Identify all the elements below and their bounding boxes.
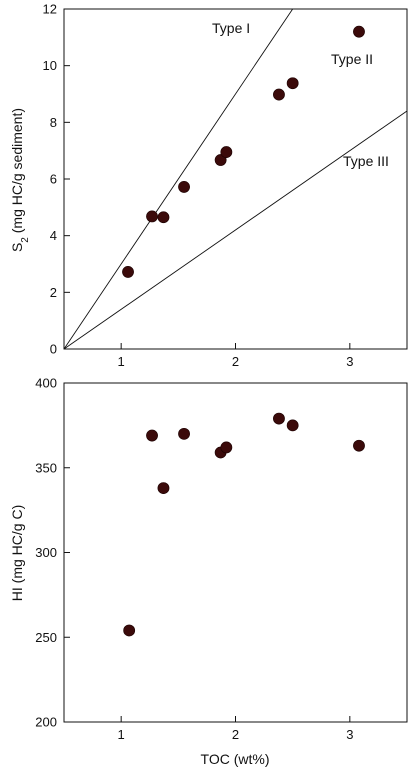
hi-x-ticks: 1 2 3 [118,716,353,742]
hi-data-point [273,412,285,425]
s2-x-ticks: 1 2 3 [118,343,353,369]
reference-line [63,8,294,350]
s2-y-tick-label: 6 [50,172,57,187]
type-ii-label: Type II [331,51,373,67]
s2-data-point [146,210,158,223]
hi-data-point [353,439,365,452]
s2-y-tick-label: 8 [50,115,57,130]
s2-data-point [214,154,227,166]
s2-points [122,25,365,278]
type-i-label: Type I [212,20,250,36]
hi-y-tick-label: 250 [35,630,57,645]
s2-y-axis-label: S2 (mg HC/g sediment) [9,108,31,252]
s2-data-point [122,266,134,278]
reference-line [63,110,408,350]
s2-data-point [273,88,285,101]
hi-points [123,412,365,637]
hi-x-tick-label: 2 [232,727,239,742]
hi-y-ticks: 200 250 300 350 400 [35,376,70,730]
s2-x-tick-label: 3 [346,354,353,369]
hi-y-tick-label: 400 [35,376,57,391]
s2-x-tick-label: 1 [118,354,125,369]
s2-y-tick-label: 12 [43,2,57,17]
hi-data-point [286,419,299,432]
s2-x-tick-label: 2 [232,354,239,369]
hi-data-point [178,427,190,440]
hi-y-tick-label: 350 [35,460,57,475]
type-iii-label: Type III [343,153,389,169]
hi-x-tick-label: 3 [346,727,353,742]
s2-data-point [353,25,365,38]
hi-data-point [157,482,170,494]
hi-plot-frame [63,382,408,723]
s2-y-ticks: 0 2 4 6 8 10 12 [43,2,70,357]
hi-panel: 1 2 3 200 250 300 350 400 TOC (wt%) HI (mg HC/… [9,376,408,767]
s2-data-point [220,146,233,158]
s2-data-point [157,211,170,224]
hi-y-tick-label: 300 [35,545,57,560]
hi-y-axis-label: HI (mg HC/g C) [9,505,25,601]
s2-data-point [178,181,190,193]
hi-data-point [146,429,158,442]
s2-data-point [286,77,299,90]
s2-y-tick-label: 10 [43,58,57,73]
s2-y-tick-label: 0 [50,342,57,357]
hi-x-tick-label: 1 [118,727,125,742]
hi-x-axis-label: TOC (wt%) [201,751,270,767]
hi-data-point [123,624,136,637]
s2-y-tick-label: 2 [50,285,57,300]
type-reference-lines [63,8,408,350]
hi-y-tick-label: 200 [35,715,57,730]
hi-data-point [220,441,233,454]
s2-y-tick-label: 4 [50,228,57,243]
